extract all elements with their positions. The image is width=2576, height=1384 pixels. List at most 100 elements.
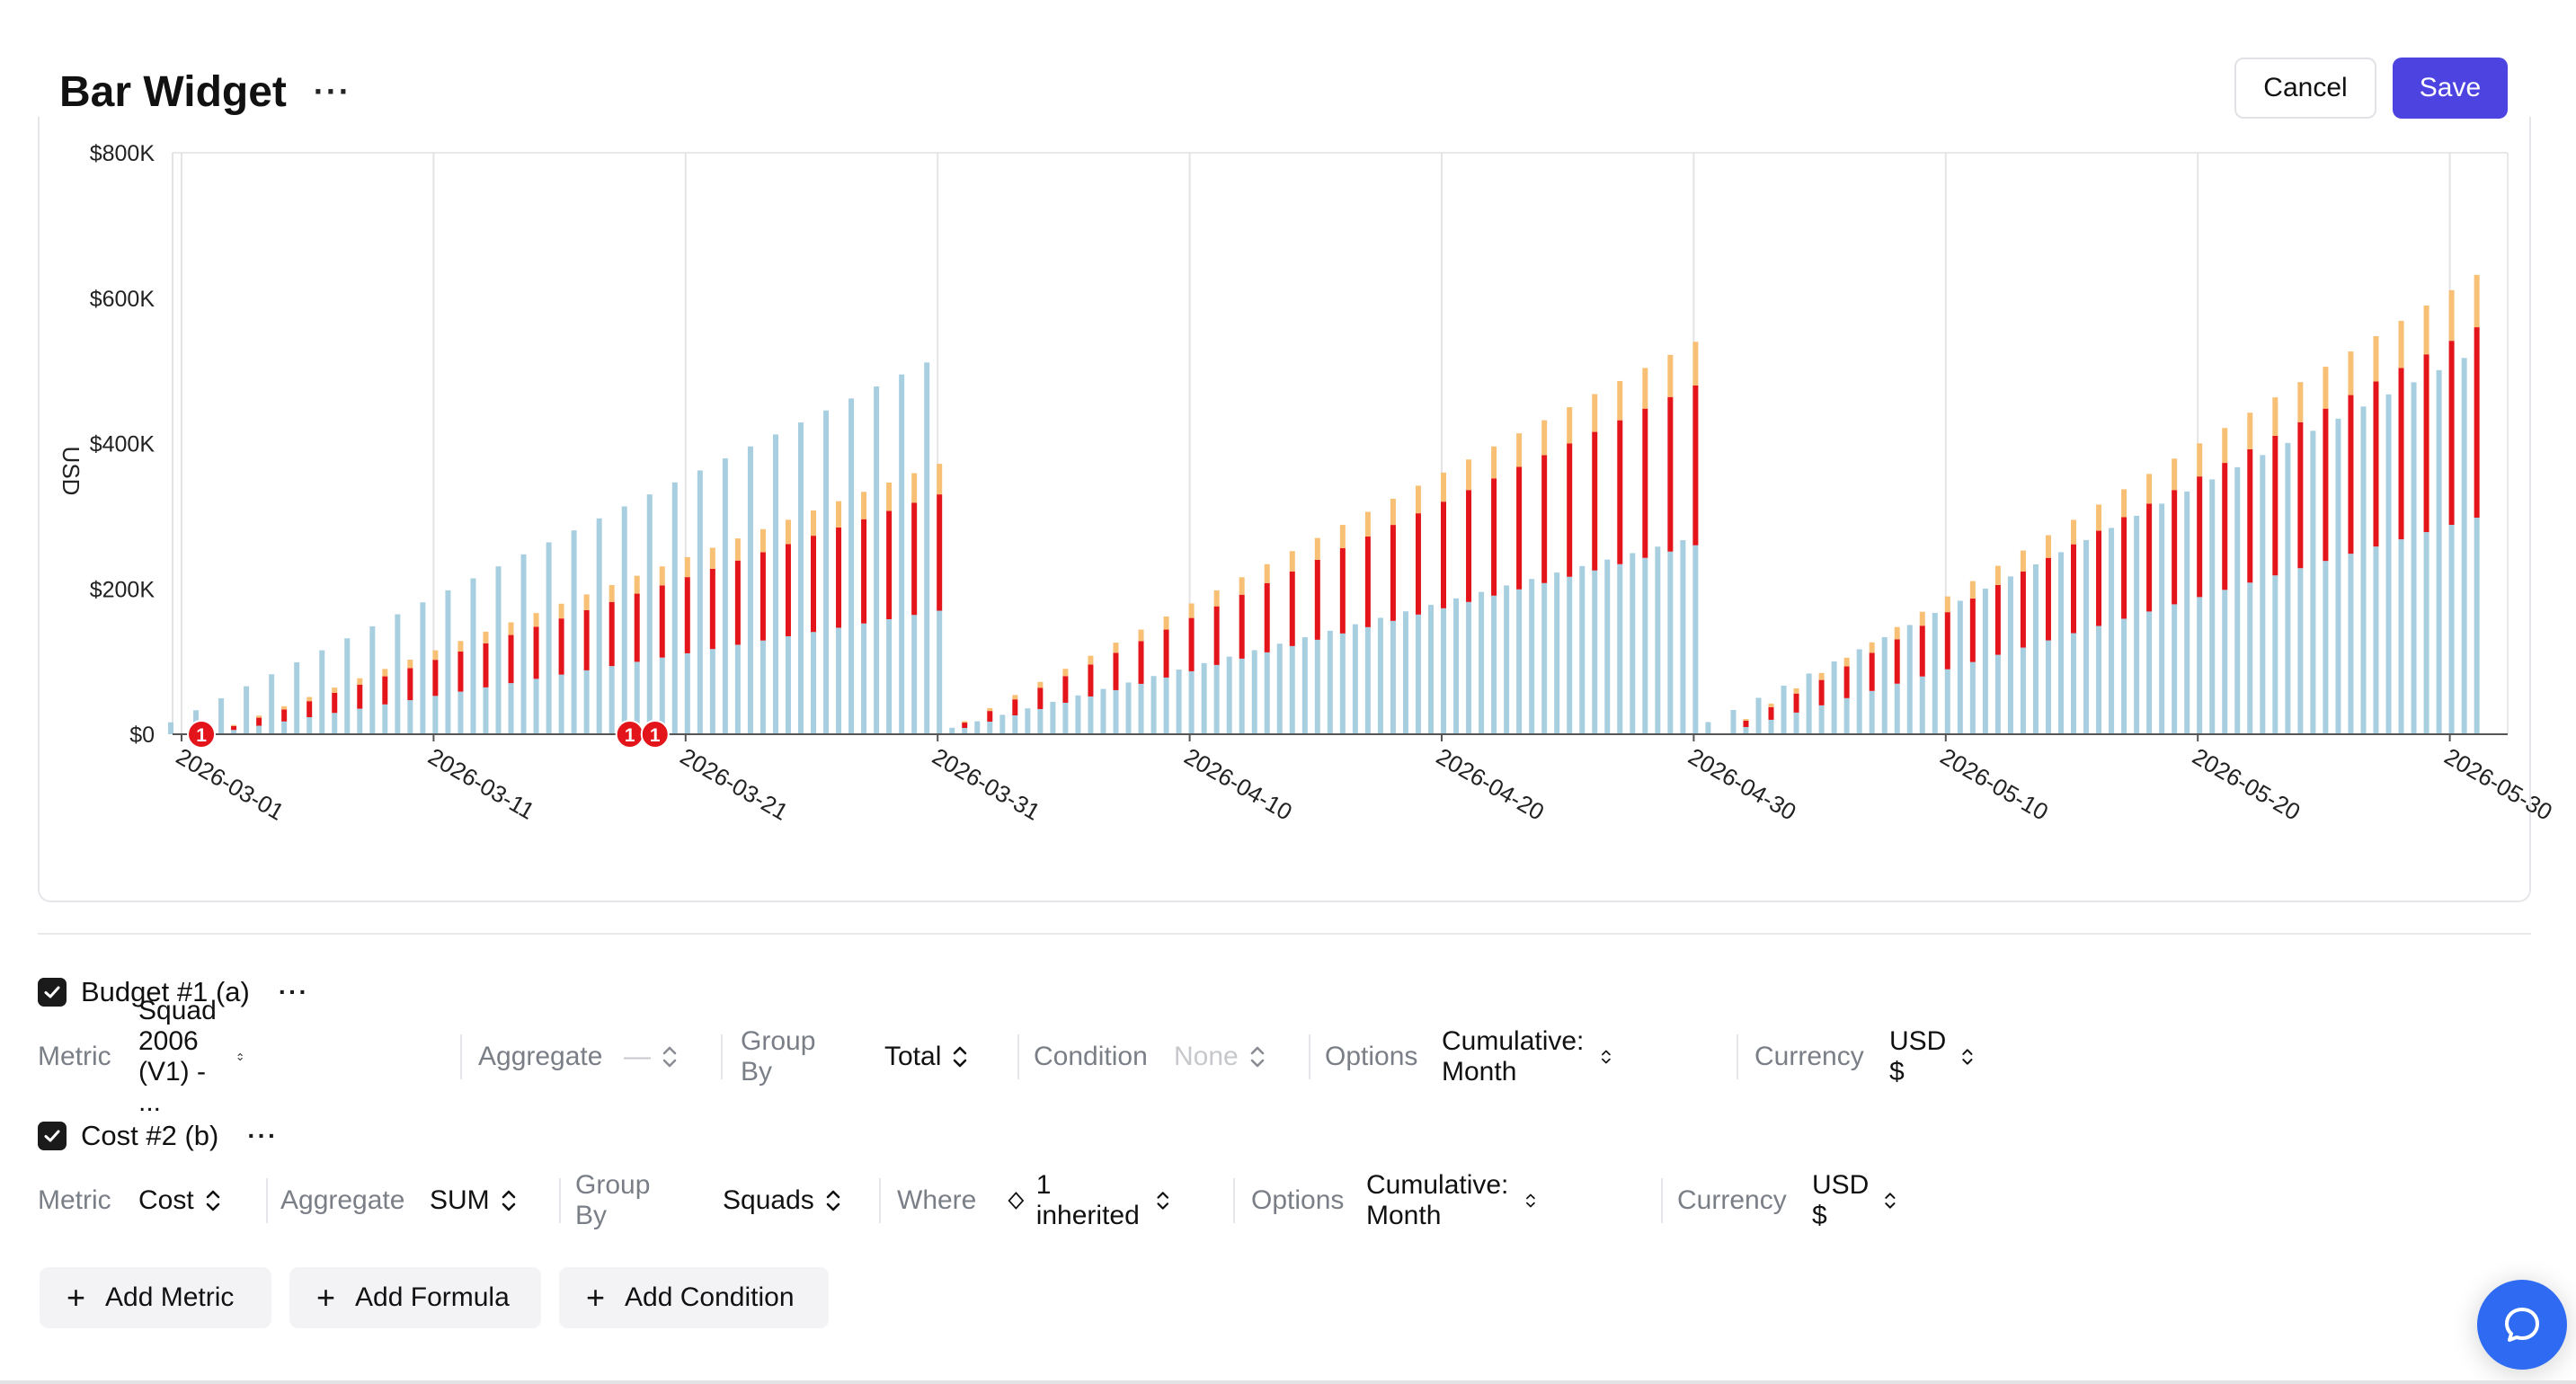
cost-bar-mid	[1567, 443, 1573, 577]
cost-bar-base	[407, 700, 413, 734]
cost-bar-mid	[2297, 421, 2304, 569]
budget-bar	[1201, 662, 1207, 734]
cost-bar-top	[1843, 657, 1850, 667]
cost-bar-top	[2247, 413, 2253, 449]
cost-bar-top	[1037, 681, 1044, 688]
save-button[interactable]: Save	[2393, 58, 2508, 119]
budget-bar	[1176, 670, 1182, 734]
cost-bar-base	[2348, 554, 2354, 734]
cost-bar-mid	[911, 502, 918, 616]
aggregate-label: Aggregate	[478, 1042, 603, 1071]
metric-name: Cost #2 (b)	[81, 1120, 219, 1151]
cost-bar-mid	[608, 601, 615, 667]
add-formula-button[interactable]: + Add Formula	[289, 1267, 541, 1328]
options-select[interactable]: Cumulative: Month	[1442, 1026, 1611, 1087]
group-by-select[interactable]: Squads	[723, 1185, 841, 1216]
cost-bar-mid	[785, 544, 791, 636]
cost-bar-base	[256, 725, 262, 734]
options-select[interactable]: Cumulative: Month	[1366, 1170, 1535, 1231]
cost-bar-top	[1441, 472, 1446, 502]
budget-bar	[2109, 528, 2115, 734]
budget-bar	[772, 434, 778, 734]
cost-bar-top	[382, 669, 388, 677]
currency-select[interactable]: USD $	[1889, 1026, 1973, 1087]
cost-bar-top	[1339, 525, 1346, 548]
field-separator	[879, 1178, 881, 1223]
cost-bar-mid	[457, 651, 464, 692]
chevron-up-down-icon	[237, 1053, 244, 1060]
budget-bar	[470, 578, 476, 734]
cost-bar-mid	[759, 552, 766, 641]
plus-icon: +	[586, 1279, 606, 1316]
currency-value: USD $	[1812, 1170, 1870, 1230]
plus-icon: +	[67, 1279, 86, 1316]
cancel-button[interactable]: Cancel	[2234, 58, 2376, 119]
metric-select[interactable]: Cost	[138, 1185, 221, 1216]
annotation-marker	[187, 720, 217, 749]
budget-bar	[1806, 673, 1812, 734]
cost-bar-top	[836, 501, 842, 528]
budget-bar	[1932, 612, 1938, 734]
budget-bar	[571, 530, 577, 734]
budget-bar	[168, 722, 173, 734]
cost-bar-mid	[1138, 641, 1144, 684]
cost-bar-top	[1415, 485, 1421, 514]
cost-bar-mid	[281, 709, 288, 722]
x-tick-label: 2026-03-31	[928, 742, 1044, 825]
field-separator	[1017, 1034, 1019, 1079]
currency-select[interactable]: USD $	[1812, 1170, 1896, 1231]
aggregate-select[interactable]: —	[624, 1042, 678, 1072]
budget-checkbox[interactable]	[38, 978, 67, 1007]
cost-bar-base	[659, 657, 665, 734]
cost-bar-mid	[1012, 699, 1018, 715]
bar-chart: $0 $200K $400K $600K $800K USD 2026-03-01 2026-…	[58, 141, 2557, 826]
cost-bar-base	[1667, 551, 1674, 734]
group-by-label: Group By	[575, 1170, 651, 1230]
x-tick-label: 2026-05-20	[2188, 742, 2305, 825]
cost-bar-mid	[1541, 455, 1548, 583]
aggregate-select[interactable]: SUM	[430, 1185, 517, 1216]
annotation-marker	[640, 720, 670, 749]
metric-more-button[interactable]: ···	[278, 978, 309, 1006]
cost-bar-mid	[357, 684, 363, 709]
cost-checkbox[interactable]	[38, 1122, 67, 1150]
cost-bar-mid	[558, 618, 564, 675]
cost-bar-mid	[1364, 537, 1371, 627]
metric-value: Squad 2006 (V1) - ...	[138, 996, 217, 1117]
budget-bar	[2083, 539, 2090, 734]
chevron-up-down-icon	[662, 1046, 677, 1068]
add-condition-button[interactable]: + Add Condition	[559, 1267, 829, 1328]
cost-bar-base	[2323, 561, 2329, 734]
group-by-value: Total	[884, 1042, 942, 1071]
cost-bar-base	[306, 717, 313, 734]
add-metric-button[interactable]: + Add Metric	[40, 1267, 271, 1328]
options-label: Options	[1325, 1042, 1418, 1071]
cost-bar-base	[583, 670, 590, 734]
cost-bar-top	[608, 585, 615, 602]
currency-value: USD $	[1889, 1026, 1947, 1087]
x-tick-label: 2026-03-11	[423, 742, 539, 825]
cost-bar-top	[533, 613, 539, 627]
cost-bar-base	[1037, 708, 1044, 734]
cost-bar-mid	[1213, 606, 1220, 665]
metric-select[interactable]: Squad 2006 (V1) - ...	[138, 996, 244, 1118]
annotation-label: 1	[650, 725, 661, 746]
condition-select[interactable]: None	[1174, 1042, 1266, 1072]
add-formula-label: Add Formula	[355, 1282, 510, 1312]
budget-bar	[2335, 418, 2341, 734]
chat-button[interactable]	[2477, 1280, 2567, 1370]
cost-bar-mid	[2020, 571, 2026, 648]
more-options-button[interactable]: ···	[313, 73, 351, 110]
budget-bar	[874, 386, 880, 734]
metric-more-button[interactable]: ···	[247, 1122, 279, 1149]
options-value: Cumulative: Month	[1442, 1026, 1585, 1087]
cost-bar-mid	[382, 676, 388, 705]
cost-bar-mid	[734, 560, 741, 645]
cost-bar-base	[1441, 608, 1446, 734]
budget-bar	[2310, 430, 2316, 734]
budget-bar	[1680, 540, 1686, 734]
x-tick-label: 2026-04-30	[1683, 742, 1800, 825]
group-by-select[interactable]: Total	[884, 1042, 968, 1072]
cost-bar-mid	[1314, 559, 1320, 640]
where-select[interactable]: 1 inherited	[1007, 1170, 1169, 1231]
